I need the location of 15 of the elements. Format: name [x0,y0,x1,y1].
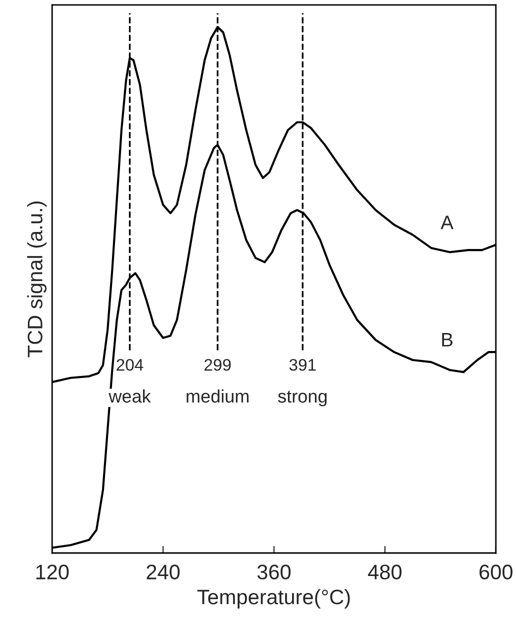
annotation: weak [108,389,151,403]
series-label: A [440,216,454,230]
x-axis-title: Temperature(°C) [197,589,350,609]
series-label: B [442,333,453,346]
y-axis-title: TCD signal (a.u.) [27,202,47,358]
annotation: strong [278,390,327,406]
ref-line-label: 204 [116,358,144,371]
x-tick-label: 600 [480,564,512,580]
x-tick-label: 240 [146,564,180,580]
ref-line-label: 391 [289,358,316,371]
x-tick-label: 120 [36,564,69,580]
annotation: medium [186,389,249,403]
x-tick-label: 360 [257,564,291,580]
ref-line-label: 299 [204,358,231,371]
x-tick-label: 480 [368,564,402,580]
